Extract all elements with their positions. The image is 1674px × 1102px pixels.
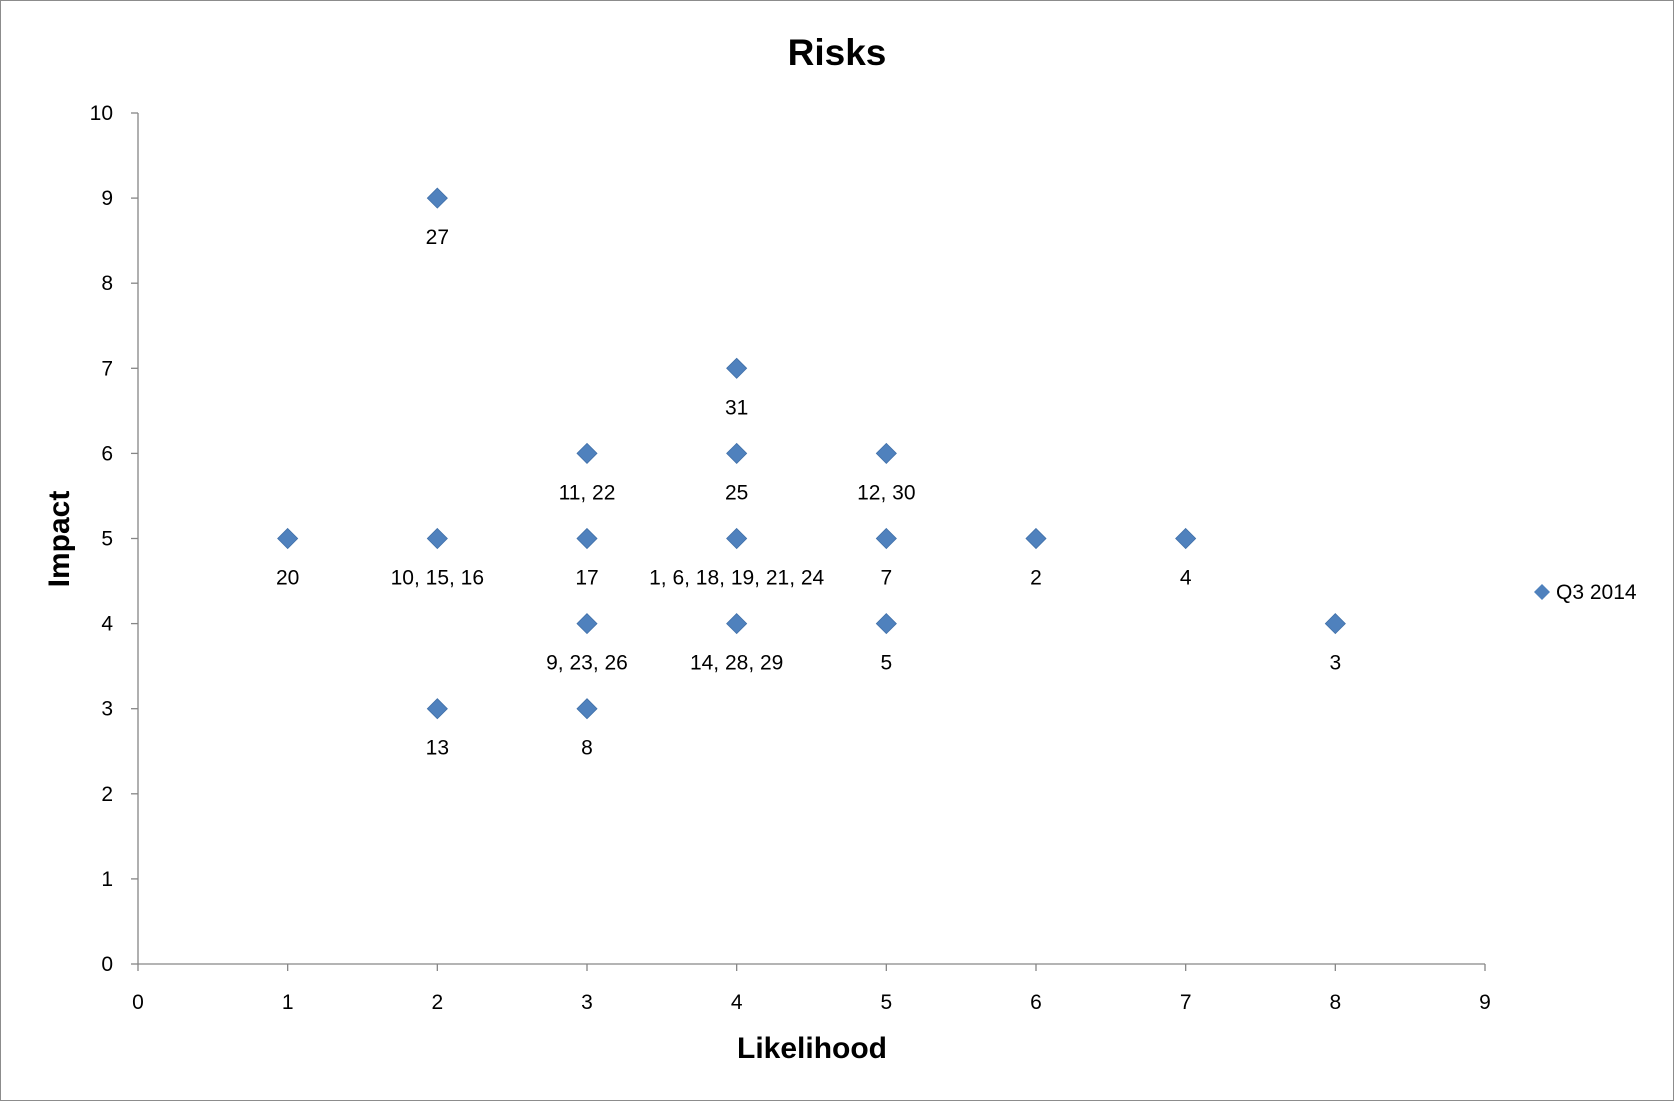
y-tick-label: 9: [101, 187, 113, 210]
data-label: 13: [426, 737, 449, 760]
y-tick-label: 4: [101, 613, 113, 636]
data-label: 7: [880, 567, 892, 590]
x-tick-label: 6: [1030, 991, 1042, 1014]
y-tick-label: 6: [101, 442, 113, 465]
chart-title: Risks: [788, 32, 887, 73]
data-label: 14, 28, 29: [690, 652, 783, 675]
x-axis-ticks: 0 1 2 3 4 5 6 7 8 9: [132, 964, 1491, 1014]
scatter-point: [426, 187, 448, 209]
data-label: 11, 22: [559, 481, 616, 504]
scatter-point: [875, 527, 897, 550]
legend: Q3 2014: [1534, 581, 1637, 604]
scatter-point: [576, 613, 598, 635]
x-tick-label: 7: [1180, 991, 1192, 1014]
x-tick-label: 5: [880, 991, 892, 1014]
scatter-point: [426, 527, 448, 550]
x-tick-label: 4: [731, 991, 743, 1014]
data-label: 5: [880, 652, 892, 675]
legend-label: Q3 2014: [1556, 581, 1637, 604]
data-label: 3: [1329, 652, 1341, 675]
legend-diamond-icon: [1534, 584, 1550, 600]
data-label: 27: [426, 226, 449, 249]
scatter-point: [576, 527, 598, 550]
data-label: 20: [276, 567, 299, 590]
scatter-point: [1175, 527, 1197, 550]
x-tick-label: 1: [282, 991, 294, 1014]
x-tick-label: 8: [1329, 991, 1341, 1014]
y-tick-label: 10: [90, 102, 113, 125]
x-tick-label: 9: [1479, 991, 1491, 1014]
y-tick-label: 7: [101, 357, 113, 380]
x-axis-title: Likelihood: [737, 1032, 887, 1065]
x-tick-label: 0: [132, 991, 144, 1014]
data-label: 9, 23, 26: [546, 652, 628, 675]
scatter-point: [576, 442, 598, 464]
y-tick-label: 3: [101, 698, 113, 721]
scatter-point: [277, 527, 299, 550]
x-tick-label: 3: [581, 991, 593, 1014]
data-label: 12, 30: [857, 481, 915, 504]
y-axis-title: Impact: [43, 491, 76, 588]
data-label: 2: [1030, 567, 1042, 590]
data-label: 17: [575, 567, 598, 590]
scatter-point: [576, 698, 598, 720]
data-label: 10, 15, 16: [391, 567, 484, 590]
y-tick-label: 2: [101, 783, 113, 806]
scatter-point: [726, 357, 748, 379]
y-tick-label: 5: [101, 528, 113, 551]
scatter-point: [726, 613, 748, 635]
data-label: 1, 6, 18, 19, 21, 24: [649, 567, 824, 590]
data-label: 8: [581, 737, 593, 760]
x-tick-label: 2: [431, 991, 443, 1014]
y-tick-label: 8: [101, 272, 113, 295]
y-tick-label: 1: [101, 868, 113, 891]
scatter-point: [1025, 527, 1047, 550]
y-tick-label: 0: [101, 953, 113, 976]
data-label: 25: [725, 481, 748, 504]
scatter-points: [277, 187, 1346, 720]
y-axis-ticks: 0 1 2 3 4 5 6 7 8 9 10: [90, 102, 138, 976]
scatter-point: [426, 698, 448, 720]
scatter-point: [1324, 613, 1346, 635]
data-label: 4: [1180, 567, 1192, 590]
data-label: 31: [725, 396, 748, 419]
scatter-point: [726, 442, 748, 464]
scatter-point: [726, 527, 748, 550]
scatter-point: [875, 613, 897, 635]
axes: 0 1 2 3 4 5 6 7 8 9 10 0 1 2 3 4 5 6 7 8 9: [90, 102, 1491, 1014]
scatter-point: [875, 442, 897, 464]
